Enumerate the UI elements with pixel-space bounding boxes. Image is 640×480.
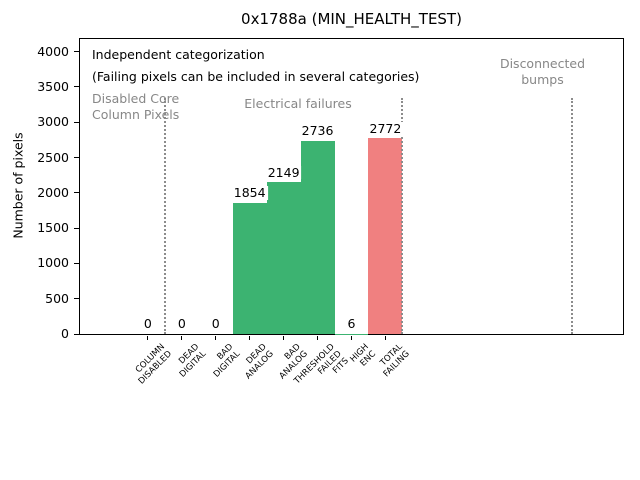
y-tick-mark — [74, 51, 79, 53]
x-tick-mark — [384, 336, 386, 340]
bar-3 — [232, 203, 267, 334]
y-tick-label: 500 — [45, 290, 69, 306]
x-tick-mark — [249, 336, 251, 340]
y-tick-label: 2000 — [37, 184, 69, 200]
x-tick-label: DEAD ANALOG — [243, 342, 276, 382]
bar-4 — [266, 182, 301, 334]
section-separator-line — [571, 98, 574, 334]
section-label-disconnected-bumps: Disconnected bumps — [499, 56, 586, 87]
bar-value-label: 6 — [345, 315, 358, 331]
x-tick-mark — [283, 336, 285, 340]
x-tick-mark — [215, 336, 217, 340]
x-tick-mark — [181, 336, 183, 340]
y-tick-label: 2500 — [37, 149, 69, 165]
x-tick-label: HIGH ENC — [348, 342, 378, 369]
y-tick-mark — [74, 157, 79, 159]
y-tick-mark — [74, 86, 79, 88]
section-label-disabled-core-column-pixels: Disabled Core Column Pixels — [92, 91, 180, 122]
y-tick-mark — [74, 227, 79, 229]
bar-value-label: 2772 — [367, 120, 404, 136]
x-tick-mark — [147, 336, 149, 340]
y-tick-mark — [74, 333, 79, 335]
x-tick-label: BAD DIGITAL — [211, 342, 243, 380]
section-label-electrical-failures: Electrical failures — [244, 96, 352, 111]
bar-value-label: 2149 — [265, 164, 302, 180]
y-tick-label: 0 — [61, 326, 69, 341]
x-tick-label: DEAD DIGITAL — [176, 342, 209, 380]
bar-value-label: 0 — [209, 316, 222, 332]
x-tick-mark — [351, 336, 352, 340]
chart-title: 0x1788a (MIN_HEALTH_TEST) — [241, 10, 462, 28]
bar-value-label: 2736 — [299, 123, 336, 139]
plot-area: 0 0 0 1854 2149 2736 6 2772 Independent categor… — [79, 38, 624, 335]
y-tick-label: 3000 — [37, 114, 69, 130]
section-separator-line — [401, 98, 404, 334]
x-tick-label: TOTAL FAILING — [378, 342, 412, 380]
bar-value-label: 1854 — [231, 185, 268, 201]
y-tick-mark — [74, 262, 79, 264]
y-tick-label: 4000 — [37, 43, 69, 59]
section-separator-line — [163, 98, 166, 334]
bar-5 — [300, 140, 335, 334]
y-tick-mark — [74, 192, 79, 194]
x-tick-label: COLUMN DISABLED — [133, 342, 175, 387]
bar-value-label: 0 — [175, 316, 188, 332]
annotation-failing-pixels-note: (Failing pixels can be included in sever… — [92, 69, 420, 84]
y-tick-mark — [74, 121, 79, 123]
annotation-independent-categorization: Independent categorization — [92, 47, 265, 62]
bar-value-label: 0 — [141, 316, 154, 332]
y-tick-mark — [74, 298, 79, 300]
x-tick-mark — [317, 336, 319, 340]
y-tick-label: 3500 — [37, 78, 69, 94]
y-tick-label: 1000 — [37, 255, 69, 271]
bar-7 — [368, 138, 403, 334]
y-tick-label: 1500 — [37, 220, 69, 236]
